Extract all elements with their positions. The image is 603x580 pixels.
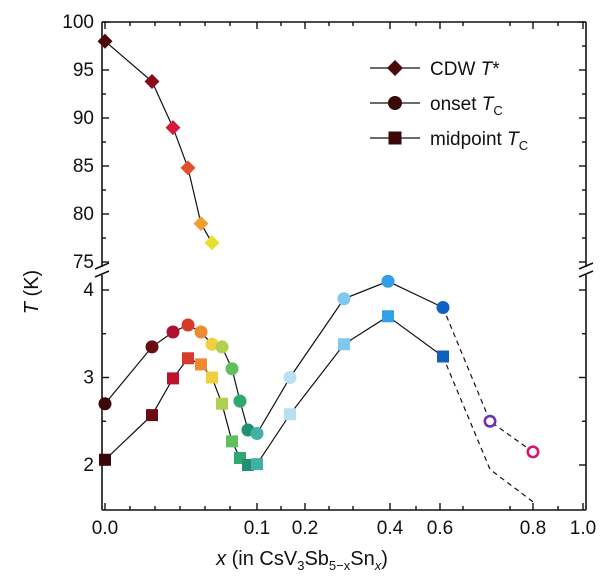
x-axis-label-part: 5−x (329, 558, 351, 573)
x-axis-label-part: ) (381, 548, 388, 570)
y-tick-label: 100 (62, 12, 94, 33)
cdw-diamond-point (204, 235, 220, 251)
legend-label-italic: T (482, 94, 495, 115)
onset-circle-point (181, 318, 195, 332)
midpoint-square-point (284, 408, 296, 421)
midpoint-square-point (226, 435, 238, 448)
onset-circle-point (205, 337, 219, 351)
x-axis-label-part: Sb (304, 548, 328, 570)
cdw-diamond-point (144, 74, 160, 90)
midpoint-square-point (99, 453, 111, 466)
plot-frame (94, 21, 594, 511)
legend-label: CDW T* (430, 59, 500, 80)
x-axis-label-part: (in CsV (226, 548, 298, 570)
tick-labels: 75 80 85 90 95 100 2 3 4 0.0 0.1 0.2 0.4 0.6 0.8 1.0 (62, 12, 596, 539)
onset-circle-point (233, 394, 247, 408)
x-tick-label: 0.2 (292, 518, 318, 539)
midpoint-dashed-line (442, 356, 534, 503)
midpoint-square-point (182, 352, 194, 365)
cdw-diamond-point (165, 120, 181, 136)
cdw-diamond-point (97, 33, 113, 49)
onset-circle-point (194, 325, 208, 339)
x-axis-label-part: 3 (297, 558, 304, 573)
legend-label-subscript: C (493, 103, 502, 118)
x-tick-label: 0.8 (520, 518, 546, 539)
series-line-diamond (104, 40, 213, 244)
y-axis-label-unit: (K) (21, 270, 43, 302)
y-tick-label: 4 (83, 280, 94, 301)
axis-break-left-b (94, 270, 110, 278)
x-tick-label: 0.4 (377, 518, 404, 539)
legend-label: midpoint TC (430, 129, 528, 153)
midpoint-square-point (195, 358, 207, 371)
midpoint-square-point (206, 371, 218, 384)
legend-circle-marker (388, 96, 402, 110)
axis-labels: x (in CsV3Sb5−xSnx)T (K) (21, 270, 388, 573)
x-tick-label: 0.0 (92, 518, 118, 539)
onset-dashed-line (442, 307, 534, 453)
y-tick-label: 90 (73, 108, 94, 129)
series-line-square (104, 315, 444, 466)
legend-label: onset TC (430, 94, 503, 118)
y-tick-label: 95 (73, 60, 94, 81)
x-axis-label-part: x (374, 558, 382, 573)
onset-circle-point (337, 292, 351, 306)
midpoint-square-point (437, 350, 449, 363)
onset-circle-point (166, 325, 180, 339)
onset-circle-point (381, 274, 395, 288)
legend-label-italic: T (507, 129, 520, 150)
legend-label-italic: T (481, 59, 494, 80)
axis-break-left-a (94, 262, 110, 270)
midpoint-square-point (382, 310, 394, 323)
midpoint-square-point (216, 397, 228, 410)
legend-diamond-marker (387, 60, 403, 76)
legend-label-text: midpoint (430, 129, 507, 150)
onset-circle-point (215, 340, 229, 354)
onset-circle-point (250, 427, 264, 440)
onset-circle-point (98, 397, 112, 411)
onset-circle-point (436, 301, 450, 314)
axis-break-right-a (578, 262, 594, 270)
onset-open-circle-point (483, 414, 497, 428)
cdw-diamond-point (180, 160, 196, 176)
x-axis-label-part: x (215, 548, 227, 570)
y-axis-label: T (K) (21, 270, 43, 314)
midpoint-square-point (146, 409, 158, 422)
x-axis-label-part: Sn (350, 548, 374, 570)
legend-label-text: CDW (430, 59, 481, 80)
x-tick-label: 0.6 (427, 518, 453, 539)
y-tick-label: 85 (73, 156, 94, 177)
data-markers (97, 33, 540, 471)
onset-circle-point (283, 371, 297, 384)
y-tick-label: 75 (73, 252, 94, 273)
legend-label-subscript: C (519, 138, 528, 153)
legend-label-suffix: * (492, 59, 500, 80)
onset-open-circle-point (526, 445, 540, 459)
onset-circle-point (145, 340, 159, 354)
legend-label-text: onset (430, 94, 482, 115)
y-tick-label: 3 (83, 368, 94, 389)
midpoint-square-point (338, 338, 350, 351)
y-tick-label: 2 (83, 455, 94, 476)
midpoint-square-point (167, 372, 179, 385)
x-tick-label: 1.0 (570, 518, 596, 539)
onset-circle-point (225, 362, 239, 376)
axis-ticks (102, 21, 586, 510)
x-axis-label: x (in CsV3Sb5−xSnx) (215, 548, 388, 573)
midpoint-square-point (251, 458, 263, 471)
y-tick-label: 80 (73, 204, 94, 225)
legend-square-marker (388, 131, 402, 145)
axis-break-right-b (578, 270, 594, 278)
y-axis-label-main: T (21, 300, 43, 314)
cdw-diamond-point (193, 216, 209, 232)
x-tick-label: 0.1 (244, 518, 270, 539)
